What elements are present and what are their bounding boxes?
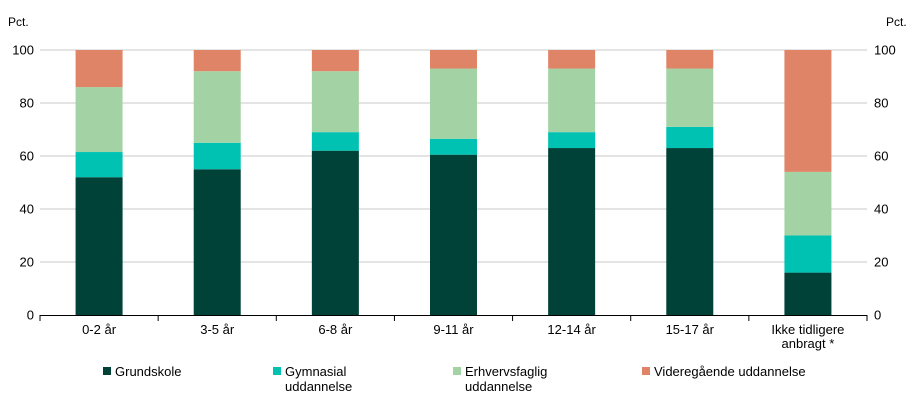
bar-segment (193, 169, 241, 315)
bar-segment (666, 68, 714, 127)
bar-segment (430, 154, 477, 315)
legend-entry: Grundskole (115, 364, 181, 379)
y-tick-label-left: 60 (20, 149, 34, 164)
bar-segment (784, 272, 832, 315)
label-line: uddannelse (285, 379, 352, 394)
legend: Grundskole Gymnasial uddannelseErhvervsfag… (103, 364, 806, 394)
legend-swatch (642, 367, 650, 375)
label-line: 12-14 år (547, 322, 596, 337)
label-line: 0-2 år (82, 322, 117, 337)
legend-swatch (273, 367, 281, 375)
y-tick-label-right: 80 (874, 96, 888, 111)
y-tick-label-right: 100 (874, 43, 896, 58)
y-tick-label-left: 100 (12, 43, 34, 58)
y-tick-label-left: 20 (20, 255, 34, 270)
bar-segment (311, 71, 359, 133)
y-axis-unit-right: Pct. (886, 15, 907, 29)
y-tick-label-right: 60 (874, 149, 888, 164)
legend-swatch (103, 367, 111, 375)
bar-segment (784, 235, 832, 273)
bar-segment (75, 87, 123, 153)
y-tick-label-right: 0 (874, 308, 881, 323)
axes: 0 0 20 20 40 40 60 60 80 80 100 100 0-2 år 3-5 år 6-8 … (12, 43, 895, 352)
x-tick-label: 0-2 år (82, 322, 117, 337)
bar-segment (75, 152, 123, 178)
bar-segment (784, 50, 832, 172)
label-line: 3-5 år (200, 322, 235, 337)
x-tick-label: 15-17 år (666, 322, 715, 337)
bar-segment (311, 150, 359, 315)
x-tick-label: 9-11 år (433, 322, 474, 337)
x-tick-label: 3-5 år (200, 322, 235, 337)
bar-segment (548, 132, 596, 149)
label-line: Videregående uddannelse (654, 364, 806, 379)
legend-entry: Gymnasial uddannelse (285, 364, 352, 394)
x-tick-label: Ikke tidligere anbragt * (771, 322, 844, 351)
label-line: 9-11 år (433, 322, 474, 337)
bar-segment (430, 50, 477, 69)
bar-segment (548, 148, 596, 315)
y-tick-label-right: 40 (874, 202, 888, 217)
x-tick-label: 6-8 år (318, 322, 353, 337)
bar-segment (548, 68, 596, 133)
bar-segment (311, 132, 359, 151)
legend-swatch (453, 367, 461, 375)
label-line: uddannelse (465, 379, 532, 394)
y-tick-label-right: 20 (874, 255, 888, 270)
x-tick-label: 12-14 år (547, 322, 596, 337)
label-line: Grundskole (115, 364, 181, 379)
y-tick-label-left: 80 (20, 96, 34, 111)
y-axis-unit-left: Pct. (8, 15, 29, 29)
label-line: Ikke tidligere (771, 322, 844, 337)
y-tick-label-left: 40 (20, 202, 34, 217)
bar-segment (666, 126, 714, 149)
bar-segment (193, 50, 241, 72)
legend-entry: Videregående uddannelse (654, 364, 806, 379)
bar-segment (193, 142, 241, 170)
bar-segment (430, 68, 477, 139)
label-line: anbragt * (782, 336, 835, 351)
label-line: 6-8 år (318, 322, 353, 337)
bars (75, 50, 832, 315)
bar-segment (75, 50, 123, 88)
bar-segment (784, 171, 832, 236)
bar-segment (193, 71, 241, 143)
bar-segment (430, 138, 477, 155)
bar-segment (666, 50, 714, 69)
bar-segment (666, 148, 714, 315)
bar-segment (548, 50, 596, 69)
label-line: Erhvervsfaglig (465, 364, 547, 379)
bar-segment (75, 177, 123, 315)
legend-entry: Erhvervsfaglig uddannelse (465, 364, 547, 394)
label-line: 15-17 år (666, 322, 715, 337)
label-line: Gymnasial (285, 364, 347, 379)
bar-segment (311, 50, 359, 72)
y-tick-label-left: 0 (27, 308, 34, 323)
